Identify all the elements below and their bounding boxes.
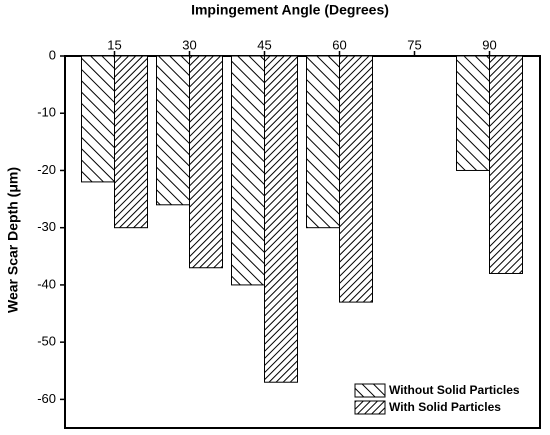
legend-swatch bbox=[354, 383, 386, 398]
bar bbox=[264, 55, 298, 383]
y-tick-label: -50 bbox=[37, 334, 56, 349]
y-axis-title: Wear Scar Depth (μm) bbox=[5, 167, 21, 313]
y-tick-label: -40 bbox=[37, 276, 56, 291]
bar bbox=[189, 55, 223, 269]
y-tick-label: -30 bbox=[37, 219, 56, 234]
plot-frame bbox=[64, 55, 541, 429]
bar bbox=[339, 55, 373, 303]
x-tick-label: 60 bbox=[332, 37, 346, 52]
bar bbox=[306, 55, 340, 229]
legend-label: Without Solid Particles bbox=[389, 383, 520, 397]
x-tick-label: 45 bbox=[257, 37, 271, 52]
y-tick-label: -60 bbox=[37, 391, 56, 406]
x-tick-label: 15 bbox=[107, 37, 121, 52]
bar bbox=[231, 55, 265, 286]
bar bbox=[456, 55, 490, 171]
x-tick-label: 75 bbox=[407, 37, 421, 52]
x-tick-label: 30 bbox=[182, 37, 196, 52]
y-tick-label: 0 bbox=[49, 47, 56, 62]
x-tick-label: 90 bbox=[482, 37, 496, 52]
bar bbox=[114, 55, 148, 229]
legend-swatch bbox=[354, 400, 386, 415]
bar bbox=[81, 55, 115, 183]
legend-label: With Solid Particles bbox=[389, 400, 501, 414]
y-tick-label: -10 bbox=[37, 105, 56, 120]
bar bbox=[489, 55, 523, 274]
bar bbox=[156, 55, 190, 206]
x-axis-title: Impingement Angle (Degrees) bbox=[191, 2, 389, 18]
y-tick-label: -20 bbox=[37, 162, 56, 177]
